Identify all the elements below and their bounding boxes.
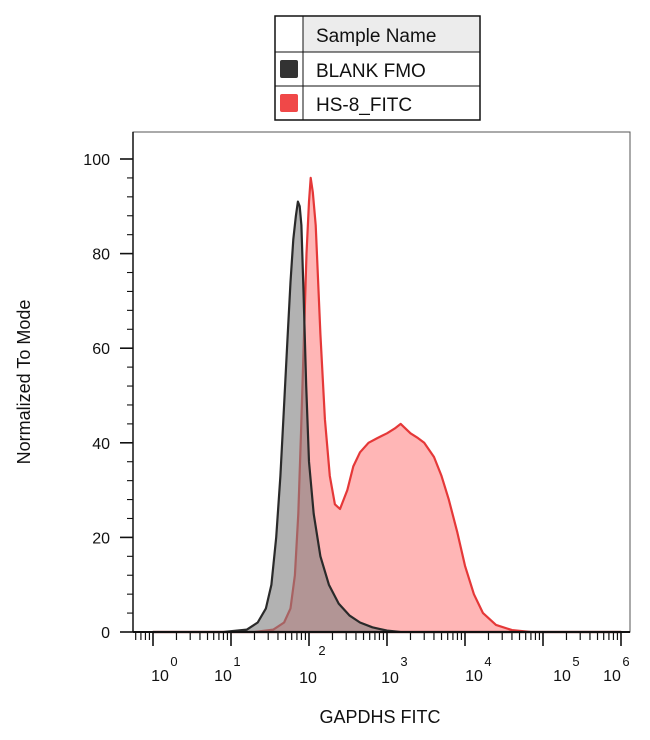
x-axis-title: GAPDHS FITC: [319, 707, 440, 727]
y-tick-label: 40: [92, 436, 110, 453]
legend-entry-hs8-fitc: HS-8_FITC: [316, 95, 412, 116]
x-tick-label: 101: [214, 654, 241, 685]
legend-entry-blank-fmo: BLANK FMO: [316, 61, 426, 82]
y-tick-label: 100: [83, 152, 110, 169]
series-blank-fmo-area: [151, 200, 623, 634]
y-tick-label: 0: [101, 625, 110, 642]
x-tick-label: 104: [465, 654, 492, 685]
x-tick-label: 106: [603, 654, 630, 685]
y-axis-ticks: 0 20 40 60 80 100: [83, 152, 133, 642]
x-tick-label: 103: [381, 654, 408, 687]
legend-swatch-hs8-fitc: [280, 94, 298, 112]
series-hs8-fitc-area: [151, 176, 623, 634]
legend-swatch-blank-fmo: [280, 60, 298, 78]
legend-header: Sample Name: [316, 26, 436, 47]
legend: Sample Name BLANK FMO HS-8_FITC: [274, 15, 481, 121]
y-tick-label: 60: [92, 341, 110, 358]
x-tick-label: 100: [151, 654, 178, 685]
legend-header-bg: [303, 17, 479, 52]
y-axis-title: Normalized To Mode: [14, 300, 34, 465]
y-tick-label: 20: [92, 530, 110, 547]
y-tick-label: 80: [92, 247, 110, 264]
x-tick-label: 102: [299, 643, 326, 687]
x-axis-ticks: 100 101 102 103 104 105 106: [135, 632, 630, 687]
x-tick-label: 105: [553, 654, 580, 685]
series-layer: [151, 176, 623, 634]
